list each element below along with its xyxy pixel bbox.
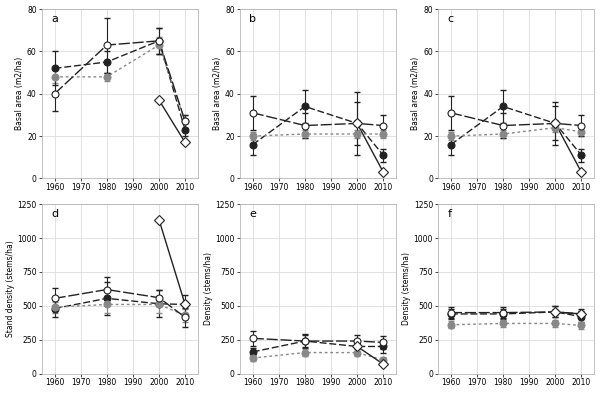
Y-axis label: Basal area (m2/ha): Basal area (m2/ha) (15, 57, 24, 130)
Text: d: d (51, 209, 58, 219)
Text: f: f (447, 209, 451, 219)
Y-axis label: Basal area (m2/ha): Basal area (m2/ha) (412, 57, 421, 130)
Y-axis label: Stand density (stems/ha): Stand density (stems/ha) (5, 241, 14, 337)
Text: a: a (51, 14, 58, 24)
Y-axis label: Basal area (m2/ha): Basal area (m2/ha) (214, 57, 223, 130)
Y-axis label: Density (stems/ha): Density (stems/ha) (204, 252, 213, 325)
Text: b: b (249, 14, 256, 24)
Text: e: e (249, 209, 256, 219)
Text: c: c (447, 14, 454, 24)
Y-axis label: Density (stems/ha): Density (stems/ha) (402, 252, 411, 325)
